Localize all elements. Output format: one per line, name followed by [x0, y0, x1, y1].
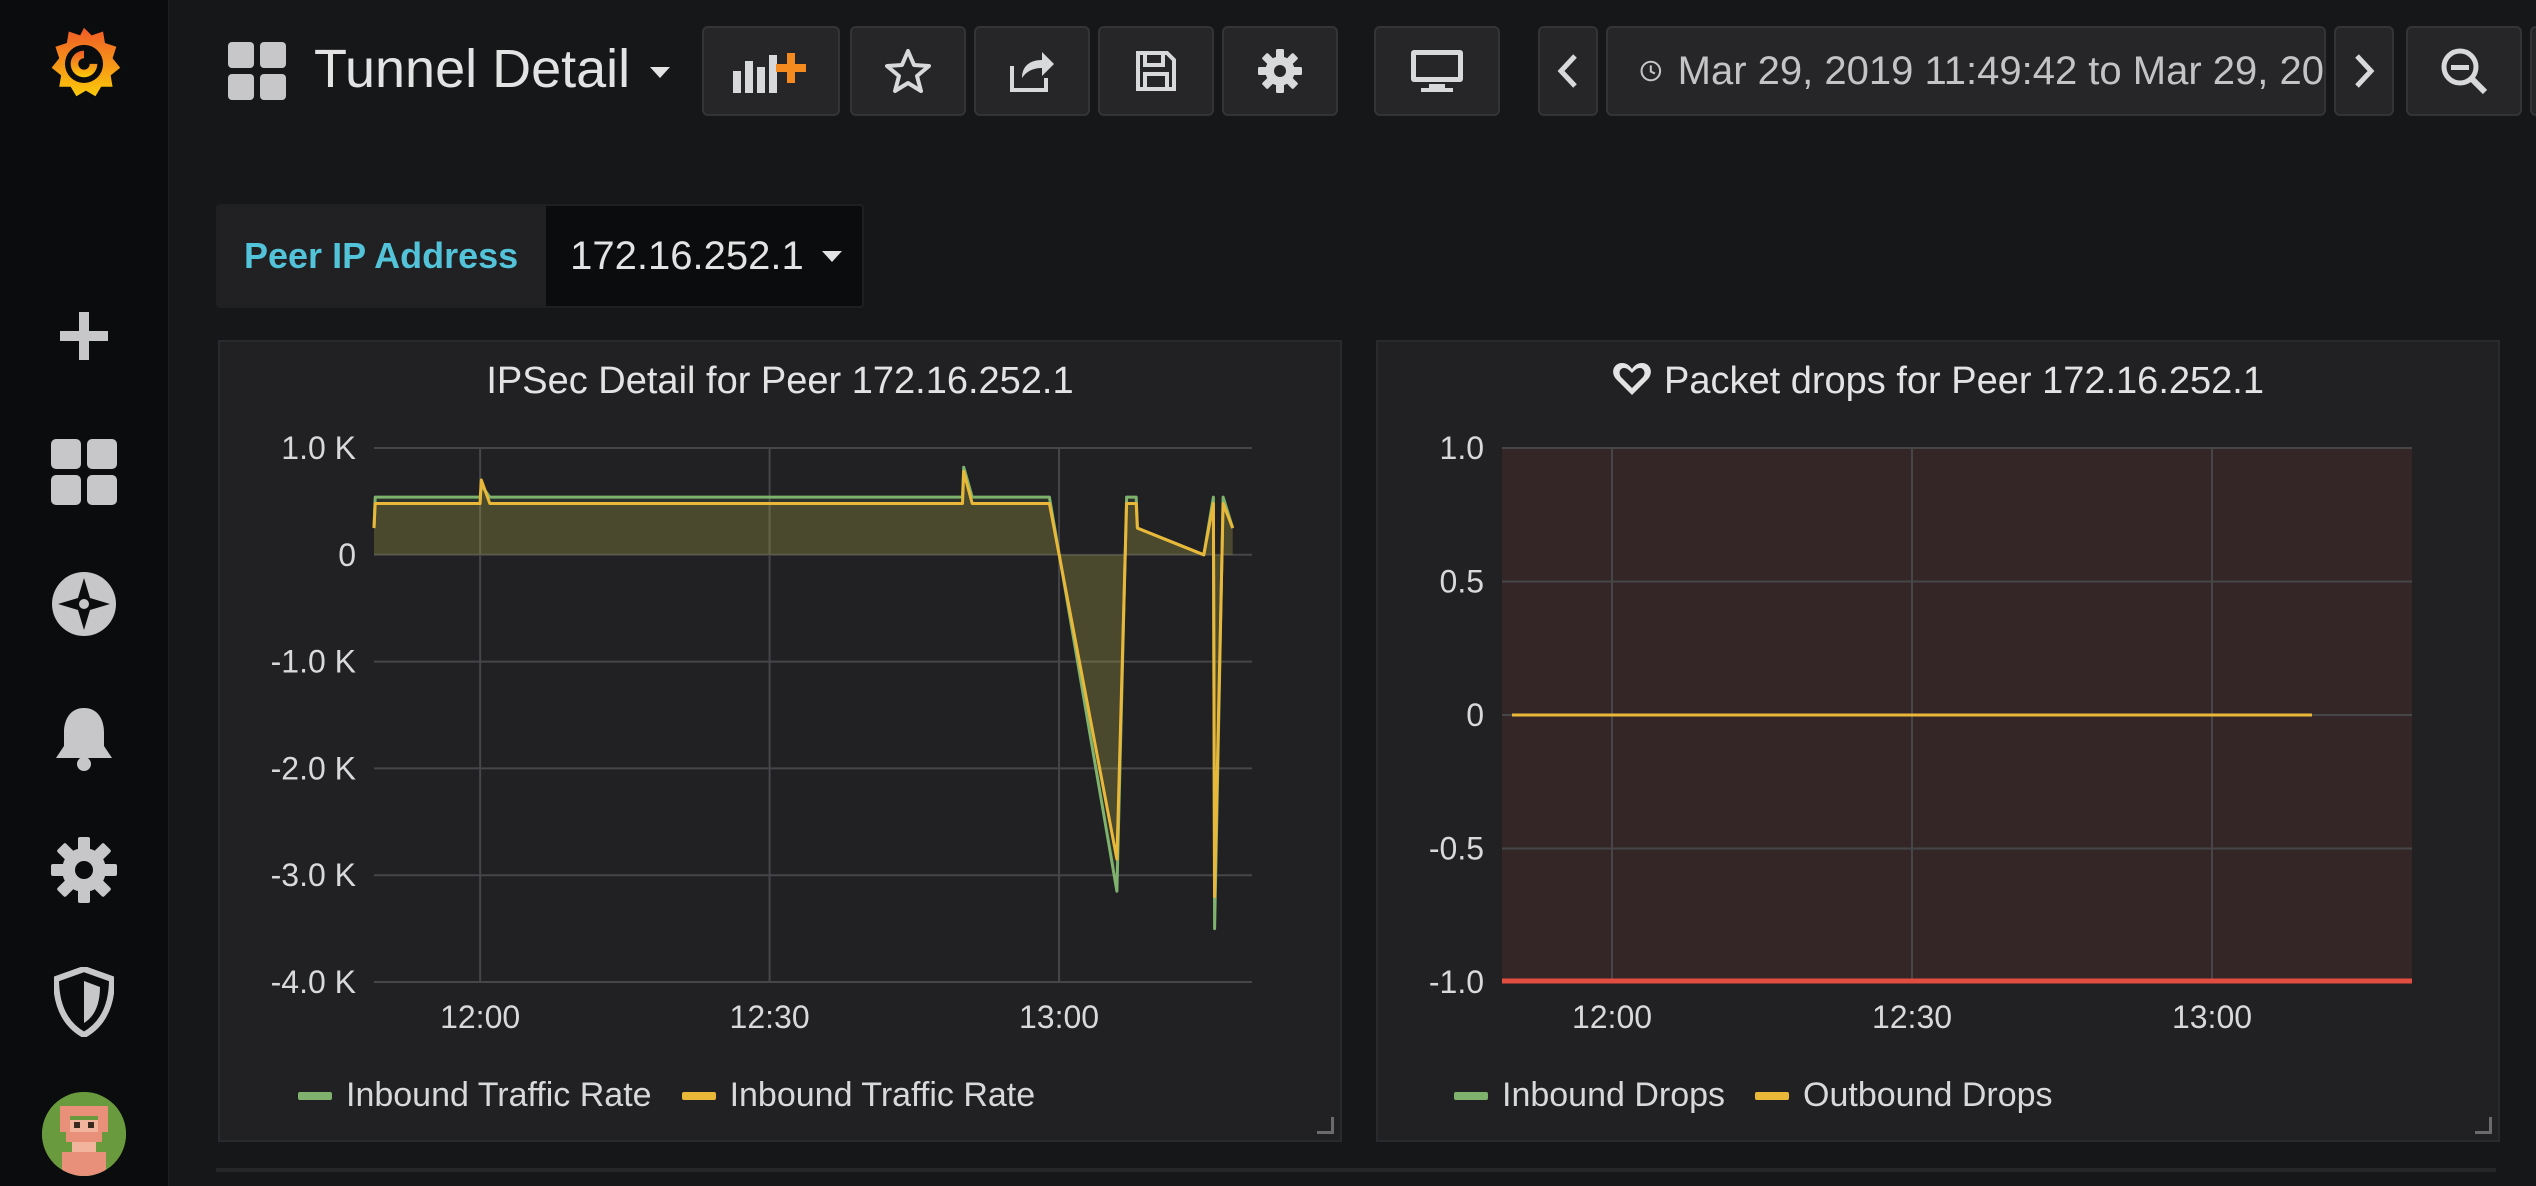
peer-ip-label: Peer IP Address	[218, 206, 547, 306]
ipsec-detail-panel: IPSec Detail for Peer 172.16.252.1 1.0 K…	[218, 340, 1342, 1142]
grafana-logo-icon[interactable]	[44, 22, 124, 102]
legend-label: Outbound Drops	[1803, 1076, 2053, 1114]
sidebar	[0, 0, 169, 1186]
legend-item-series-2[interactable]: Inbound Traffic Rate	[681, 1076, 1036, 1115]
dashboard-title: Tunnel Detail	[314, 39, 631, 99]
caret-down-icon	[650, 67, 671, 79]
explore-icon[interactable]	[44, 564, 124, 644]
legend-swatch	[681, 1091, 716, 1100]
zoom-out-icon	[2441, 48, 2488, 95]
alerting-icon[interactable]	[44, 698, 124, 778]
panel-title[interactable]: IPSec Detail for Peer 172.16.252.1	[486, 360, 1074, 402]
add-panel-button[interactable]	[702, 26, 840, 116]
template-variable-peer-ip: Peer IP Address 172.16.252.1	[216, 204, 864, 308]
save-icon	[1136, 51, 1176, 91]
refresh-picker-button[interactable]	[2530, 26, 2536, 116]
share-icon	[1010, 52, 1054, 92]
x-tick-label: 12:00	[440, 999, 520, 1035]
dashboard-navbar: Tunnel Detail	[168, 0, 2536, 146]
x-tick-label: 12:00	[1572, 999, 1652, 1035]
legend-label: Inbound Traffic Rate	[729, 1076, 1036, 1114]
next-row-edge	[216, 1168, 2496, 1172]
panel-resize-handle[interactable]	[1317, 1117, 1334, 1134]
packet-drops-chart[interactable]: 1.0 0.5 0 -0.5 -1.0 12:00 12:30 13:00	[1378, 342, 2502, 1062]
tv-mode-button[interactable]	[1374, 26, 1500, 116]
zoom-out-button[interactable]	[2406, 26, 2522, 116]
y-tick-label: -0.5	[1429, 831, 1484, 867]
dashboard-settings-button[interactable]	[1222, 26, 1338, 116]
y-tick-label: -1.0	[1429, 964, 1484, 1000]
legend-swatch	[1454, 1091, 1488, 1100]
legend-label: Inbound Traffic Rate	[346, 1076, 652, 1114]
create-icon[interactable]	[44, 296, 124, 376]
share-dashboard-button[interactable]	[974, 26, 1090, 116]
panel-legend: Inbound Drops Outbound Drops	[1454, 1076, 2083, 1115]
y-tick-label: -2.0 K	[271, 750, 356, 786]
legend-item-inbound-drops[interactable]: Inbound Drops	[1454, 1076, 1725, 1115]
y-tick-label: 1.0	[1440, 430, 1484, 466]
time-shift-back-button[interactable]	[1538, 26, 1598, 116]
dashboard-title-picker[interactable]: Tunnel Detail	[314, 38, 671, 100]
y-tick-label: 0	[338, 537, 356, 573]
chevron-left-icon	[1557, 54, 1577, 88]
panel-resize-handle[interactable]	[2475, 1117, 2492, 1134]
peer-ip-dropdown[interactable]: 172.16.252.1	[546, 206, 862, 306]
legend-swatch	[298, 1091, 332, 1100]
legend-item-outbound-drops[interactable]: Outbound Drops	[1755, 1076, 2053, 1115]
time-shift-forward-button[interactable]	[2334, 26, 2394, 116]
panel-legend: Inbound Traffic Rate Inbound Traffic Rat…	[298, 1076, 1065, 1115]
user-avatar[interactable]	[42, 1092, 126, 1176]
configuration-icon[interactable]	[44, 830, 124, 910]
tv-mode-icon	[1411, 50, 1463, 92]
dashboard-grid-icon	[228, 42, 286, 100]
legend-label: Inbound Drops	[1502, 1076, 1726, 1114]
caret-down-icon	[821, 250, 842, 262]
legend-item-series-1[interactable]: Inbound Traffic Rate	[298, 1076, 652, 1115]
peer-ip-value: 172.16.252.1	[570, 233, 804, 278]
y-tick-label: -3.0 K	[271, 857, 356, 893]
y-tick-label: 0.5	[1440, 564, 1484, 600]
series-line	[372, 470, 1235, 899]
x-tick-label: 12:30	[1872, 999, 1952, 1035]
y-tick-label: 1.0 K	[281, 430, 356, 466]
chevron-right-icon	[2355, 54, 2375, 88]
packet-drops-panel: Packet drops for Peer 172.16.252.1 1.0 0.…	[1376, 340, 2500, 1142]
x-tick-label: 13:00	[2172, 999, 2252, 1035]
heart-alert-icon	[1613, 363, 1651, 395]
x-tick-label: 13:00	[1019, 999, 1099, 1035]
clock-icon	[1640, 60, 1662, 82]
save-dashboard-button[interactable]	[1098, 26, 1214, 116]
legend-swatch	[1755, 1091, 1790, 1100]
x-tick-label: 12:30	[730, 999, 810, 1035]
series-area	[374, 467, 1233, 929]
add-panel-icon	[733, 53, 806, 93]
series-area	[374, 471, 1233, 897]
star-icon	[885, 49, 931, 93]
y-tick-label: 0	[1466, 697, 1484, 733]
panel-title[interactable]: Packet drops for Peer 172.16.252.1	[1378, 360, 2498, 403]
time-range-picker[interactable]: Mar 29, 2019 11:49:42 to Mar 29, 20	[1606, 26, 2326, 116]
server-admin-shield-icon[interactable]	[44, 962, 124, 1042]
settings-icon	[1258, 49, 1302, 93]
y-tick-label: -4.0 K	[271, 964, 356, 1000]
time-range-label: Mar 29, 2019 11:49:42 to Mar 29, 20	[1677, 48, 2324, 93]
ipsec-chart[interactable]: 1.0 K 0 -1.0 K -2.0 K -3.0 K -4.0 K 12:00 12:30…	[220, 342, 1344, 1062]
star-dashboard-button[interactable]	[850, 26, 966, 116]
panel-title-text: Packet drops for Peer 172.16.252.1	[1664, 360, 2264, 402]
y-tick-label: -1.0 K	[271, 644, 356, 680]
dashboards-icon[interactable]	[44, 432, 124, 512]
